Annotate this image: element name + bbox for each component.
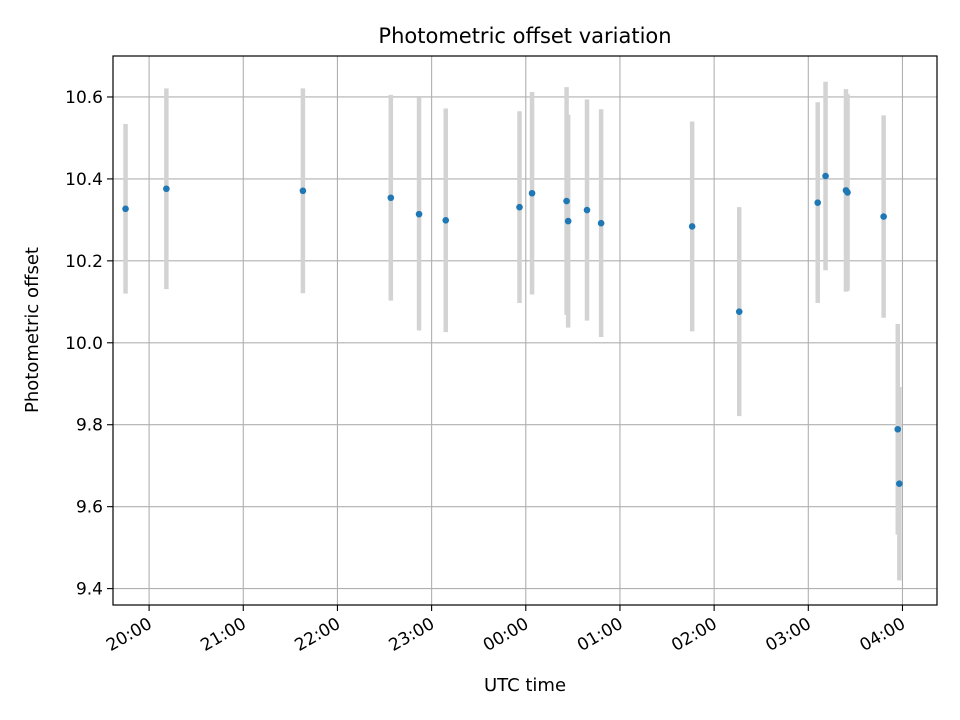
plot-area-background: [113, 56, 937, 605]
y-tick-label: 10.6: [65, 88, 103, 108]
data-point: [688, 223, 696, 230]
data-point: [735, 308, 743, 315]
y-axis-ticks: 9.4 9.6 9.8 10.0 10.2 10.4 10.6: [65, 88, 113, 600]
data-point: [563, 197, 570, 205]
data-point: [299, 187, 307, 195]
plot-area-frame: [112, 55, 938, 606]
data-point: [516, 203, 523, 211]
data-points: [122, 172, 903, 488]
data-point: [880, 213, 887, 220]
data-point: [844, 189, 851, 196]
data-point: [896, 480, 903, 488]
data-point: [894, 425, 902, 433]
data-point: [597, 219, 605, 227]
y-tick-label: 10.2: [65, 252, 103, 272]
y-tick-label: 10.0: [65, 334, 103, 354]
data-point: [528, 189, 536, 197]
x-axis-label: UTC time: [484, 675, 566, 696]
data-point: [822, 172, 829, 180]
data-point: [163, 185, 170, 193]
y-tick-label: 9.4: [76, 580, 103, 600]
data-point: [415, 210, 423, 218]
data-point: [122, 205, 129, 213]
data-point: [814, 199, 822, 206]
y-tick-label: 10.4: [65, 170, 103, 190]
chart-title: Photometric offset variation: [378, 24, 671, 48]
data-point: [564, 217, 572, 225]
y-axis-label: Photometric offset: [22, 247, 43, 413]
y-tick-label: 9.8: [76, 416, 103, 436]
data-point: [583, 206, 591, 214]
data-point: [442, 216, 450, 224]
y-tick-label: 9.6: [76, 498, 103, 518]
grid-lines: [113, 56, 937, 605]
data-point: [387, 194, 395, 202]
